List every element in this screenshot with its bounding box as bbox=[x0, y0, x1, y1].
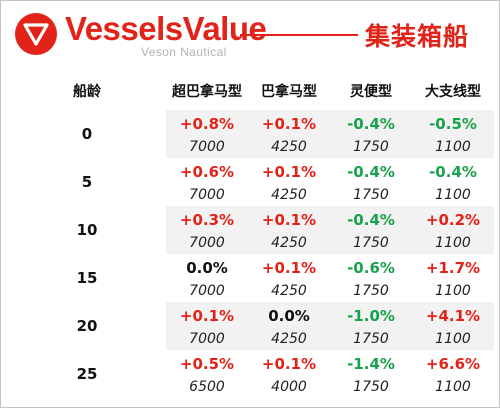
vessel-value: 4250 bbox=[271, 235, 307, 251]
column-header-feedermax: 大支线型 bbox=[425, 84, 481, 100]
age-label: 5 bbox=[81, 173, 93, 191]
column-header-handy: 灵便型 bbox=[350, 84, 392, 100]
age-label: 15 bbox=[76, 269, 98, 287]
change-percent: -0.4% bbox=[347, 163, 395, 181]
change-percent: +0.5% bbox=[179, 355, 235, 373]
vesselsvalue-logo-icon bbox=[15, 13, 57, 55]
vessel-value: 1100 bbox=[435, 331, 471, 347]
vessel-value: 1750 bbox=[353, 139, 389, 155]
table-row: +0.5% +0.1% -1.4% +6.6% 6500 4000 1750 1100 bbox=[166, 350, 494, 398]
sub-brand: Veson Nautical bbox=[141, 45, 227, 59]
change-percent: -0.4% bbox=[347, 211, 395, 229]
brand-name: VesselsValue bbox=[65, 10, 267, 47]
age-label: 10 bbox=[76, 221, 98, 239]
vessel-value: 4250 bbox=[271, 187, 307, 203]
vessel-value: 1100 bbox=[435, 187, 471, 203]
age-label: 20 bbox=[76, 317, 98, 335]
vessel-value: 1100 bbox=[435, 235, 471, 251]
vessel-value: 7000 bbox=[189, 139, 225, 155]
table-row: 0.0% +0.1% -0.6% +1.7% 7000 4250 1750 1100 bbox=[166, 254, 494, 302]
change-percent: +1.7% bbox=[425, 259, 481, 277]
change-percent: -1.0% bbox=[347, 307, 395, 325]
table-row: +0.1% 0.0% -1.0% +4.1% 7000 4250 1750 1100 bbox=[166, 302, 494, 350]
vessel-value: 4250 bbox=[271, 139, 307, 155]
change-percent: +0.8% bbox=[179, 115, 235, 133]
vessel-value: 7000 bbox=[189, 331, 225, 347]
header-divider bbox=[240, 34, 358, 36]
table-row: +0.3% +0.1% -0.4% +0.2% 7000 4250 1750 1100 bbox=[166, 206, 494, 254]
change-percent: +6.6% bbox=[425, 355, 481, 373]
age-label: 0 bbox=[81, 125, 93, 143]
change-percent: -1.4% bbox=[347, 355, 395, 373]
column-header-post-panamax: 超巴拿马型 bbox=[172, 84, 242, 100]
vessel-value: 7000 bbox=[189, 283, 225, 299]
page-title: 集装箱船 bbox=[365, 22, 470, 51]
vessel-value: 6500 bbox=[189, 379, 225, 395]
vessel-value: 1100 bbox=[435, 283, 471, 299]
change-percent: +0.3% bbox=[179, 211, 235, 229]
vessel-value: 4000 bbox=[271, 379, 307, 395]
table-row: +0.6% +0.1% -0.4% -0.4% 7000 4250 1750 1100 bbox=[166, 158, 494, 206]
change-percent: +0.1% bbox=[261, 259, 317, 277]
change-percent: 0.0% bbox=[268, 307, 310, 325]
change-percent: +0.1% bbox=[261, 355, 317, 373]
change-percent: +0.1% bbox=[261, 211, 317, 229]
age-label: 25 bbox=[76, 365, 98, 383]
vessel-value: 1750 bbox=[353, 379, 389, 395]
vessel-value: 7000 bbox=[189, 187, 225, 203]
vessel-value: 1750 bbox=[353, 187, 389, 203]
vessel-value: 4250 bbox=[271, 331, 307, 347]
change-percent: -0.4% bbox=[429, 163, 477, 181]
change-percent: +0.2% bbox=[425, 211, 481, 229]
change-percent: -0.4% bbox=[347, 115, 395, 133]
change-percent: -0.5% bbox=[429, 115, 477, 133]
change-percent: +0.1% bbox=[261, 163, 317, 181]
vessel-value: 1100 bbox=[435, 139, 471, 155]
vessel-value: 1750 bbox=[353, 235, 389, 251]
change-percent: -0.6% bbox=[347, 259, 395, 277]
vessel-value: 1100 bbox=[435, 379, 471, 395]
vessel-value: 1750 bbox=[353, 331, 389, 347]
vessel-value: 4250 bbox=[271, 283, 307, 299]
vessel-value: 1750 bbox=[353, 283, 389, 299]
change-percent: 0.0% bbox=[186, 259, 228, 277]
value-table: +0.8% +0.1% -0.4% -0.5% 7000 4250 1750 1100 +0.6… bbox=[166, 110, 494, 398]
change-percent: +0.1% bbox=[261, 115, 317, 133]
change-percent: +4.1% bbox=[425, 307, 481, 325]
table-row: +0.8% +0.1% -0.4% -0.5% 7000 4250 1750 1100 bbox=[166, 110, 494, 158]
age-column-header: 船龄 bbox=[73, 84, 101, 100]
change-percent: +0.1% bbox=[179, 307, 235, 325]
column-header-panamax: 巴拿马型 bbox=[261, 84, 317, 100]
vessel-value: 7000 bbox=[189, 235, 225, 251]
change-percent: +0.6% bbox=[179, 163, 235, 181]
